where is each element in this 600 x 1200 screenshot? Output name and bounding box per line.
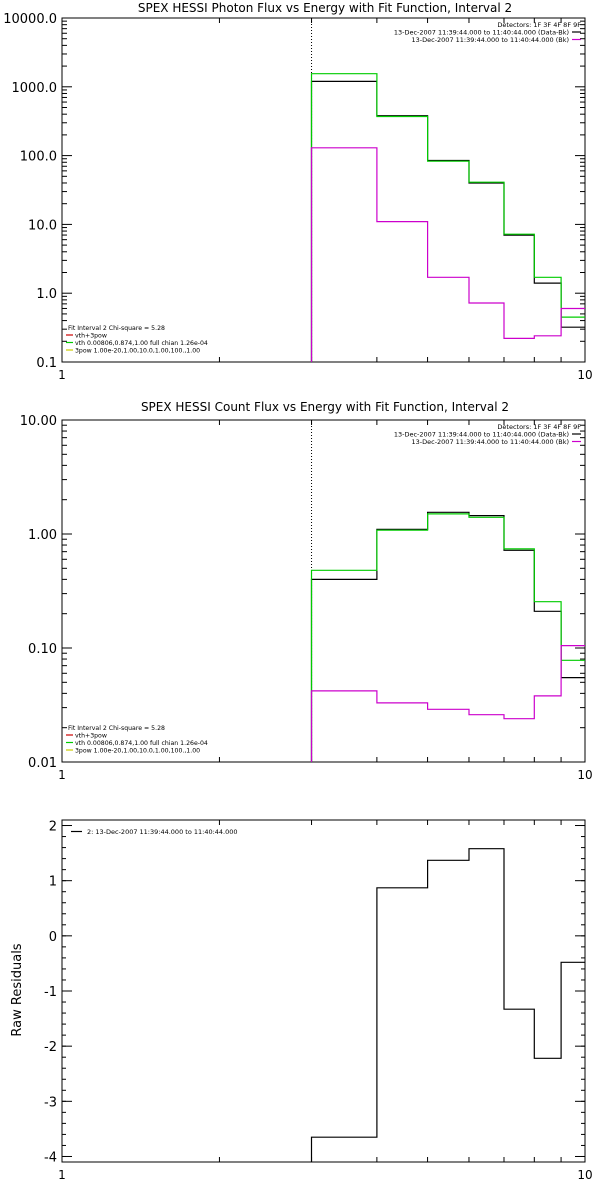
residuals-y-tick-label: 0 bbox=[49, 930, 57, 945]
residuals-x-tick-label: 1 bbox=[58, 1168, 66, 1182]
count-flux-series-group bbox=[310, 511, 585, 762]
count-flux-series-2-step bbox=[310, 645, 585, 762]
count-flux-legend-top-line: 13-Dec-2007 11:39:44.000 to 11:40:44.000… bbox=[412, 438, 570, 446]
residuals-y-tick-label: -4 bbox=[44, 1150, 57, 1165]
photon-flux-y-tick-label: 0.1 bbox=[36, 356, 57, 371]
photon-flux-legend-fit-line: vth+3pow bbox=[75, 333, 107, 340]
photon-flux-x-tick-label: 1 bbox=[58, 368, 66, 382]
residuals-y-tick-label: -1 bbox=[44, 985, 57, 1000]
photon-flux-legend-top-line: 13-Dec-2007 11:39:44.000 to 11:40:44.000… bbox=[394, 29, 569, 37]
residuals-legend-top-line: 2: 13-Dec-2007 11:39:44.000 to 11:40:44.… bbox=[87, 828, 238, 836]
photon-flux-y-tick-label: 1.0 bbox=[36, 287, 57, 302]
residuals-y-tick-label: -3 bbox=[44, 1095, 57, 1110]
photon-flux-legend-top-line: 13-Dec-2007 11:39:44.000 to 11:40:44.000… bbox=[412, 36, 570, 44]
residuals-ylabel: Raw Residuals bbox=[10, 943, 25, 1036]
residuals-series-group bbox=[310, 848, 585, 1162]
photon-flux-series-group bbox=[310, 73, 585, 362]
count-flux-y-tick-label: 1.00 bbox=[28, 528, 57, 543]
count-flux-legend-fit-line: vth 0.00806,0.874,1.00 full chian 1.26e-… bbox=[75, 740, 208, 747]
residuals-series-0-step bbox=[310, 848, 585, 1162]
count-flux-title: SPEX HESSI Count Flux vs Energy with Fit… bbox=[141, 400, 509, 414]
residuals-y-tick-label: 1 bbox=[49, 875, 57, 890]
photon-flux-y-tick-label: 10000.0 bbox=[3, 12, 57, 27]
photon-flux-series-0-step bbox=[310, 80, 585, 362]
count-flux-legend-fit-line: 3pow 1.00e-20,1.00,10.0,1.00,100.,1.00 bbox=[75, 748, 200, 755]
photon-flux-y-tick-label: 1000.0 bbox=[12, 81, 58, 96]
count-flux-legend-top-line: Detectors: 1F 3F 4F 8F 9F bbox=[497, 423, 581, 431]
count-flux-y-tick-label: 0.01 bbox=[28, 756, 57, 771]
residuals-plot-frame bbox=[61, 819, 586, 1163]
count-flux-legend-fit-line: Fit Interval 2 Chi-square = 5.28 bbox=[68, 725, 165, 732]
photon-flux-y-tick-label: 10.0 bbox=[28, 218, 57, 233]
photon-flux-series-1-step bbox=[310, 73, 585, 362]
count-flux-legend-fit-line: vth+3pow bbox=[75, 733, 107, 740]
photon-flux-plot-frame bbox=[61, 17, 586, 363]
photon-flux-legend-fit-line: vth 0.00806,0.874,1.00 full chian 1.26e-… bbox=[75, 340, 208, 347]
count-flux-legend-top-line: 13-Dec-2007 11:39:44.000 to 11:40:44.000… bbox=[394, 431, 569, 439]
residuals-y-tick-label: -2 bbox=[44, 1040, 57, 1055]
count-flux-x-tick-label: 1 bbox=[58, 768, 66, 782]
photon-flux-y-tick-label: 100.0 bbox=[20, 150, 57, 165]
photon-flux-legend-fit-line: Fit Interval 2 Chi-square = 5.28 bbox=[68, 325, 165, 332]
photon-flux-series-2-step bbox=[310, 147, 585, 362]
count-flux-y-tick-label: 0.10 bbox=[28, 642, 57, 657]
residuals-x-tick-label: 10 bbox=[577, 1168, 592, 1182]
count-flux-x-tick-label: 10 bbox=[577, 768, 592, 782]
count-flux-y-tick-label: 10.00 bbox=[20, 414, 57, 429]
photon-flux-panel: SPEX HESSI Photon Flux vs Energy with Fi… bbox=[3, 1, 592, 382]
count-flux-plot-frame bbox=[61, 419, 586, 763]
photon-flux-title: SPEX HESSI Photon Flux vs Energy with Fi… bbox=[138, 1, 512, 15]
count-flux-series-0-step bbox=[310, 511, 585, 762]
count-flux-panel: SPEX HESSI Count Flux vs Energy with Fit… bbox=[20, 400, 593, 782]
residuals-y-tick-label: 2 bbox=[49, 820, 57, 835]
count-flux-series-1-step bbox=[310, 513, 585, 762]
photon-flux-legend-top-line: Detectors: 1F 3F 4F 8F 9F bbox=[497, 21, 581, 29]
photon-flux-legend-fit-line: 3pow 1.00e-20,1.00,10.0,1.00,100.,1.00 bbox=[75, 348, 200, 355]
photon-flux-x-tick-label: 10 bbox=[577, 368, 592, 382]
